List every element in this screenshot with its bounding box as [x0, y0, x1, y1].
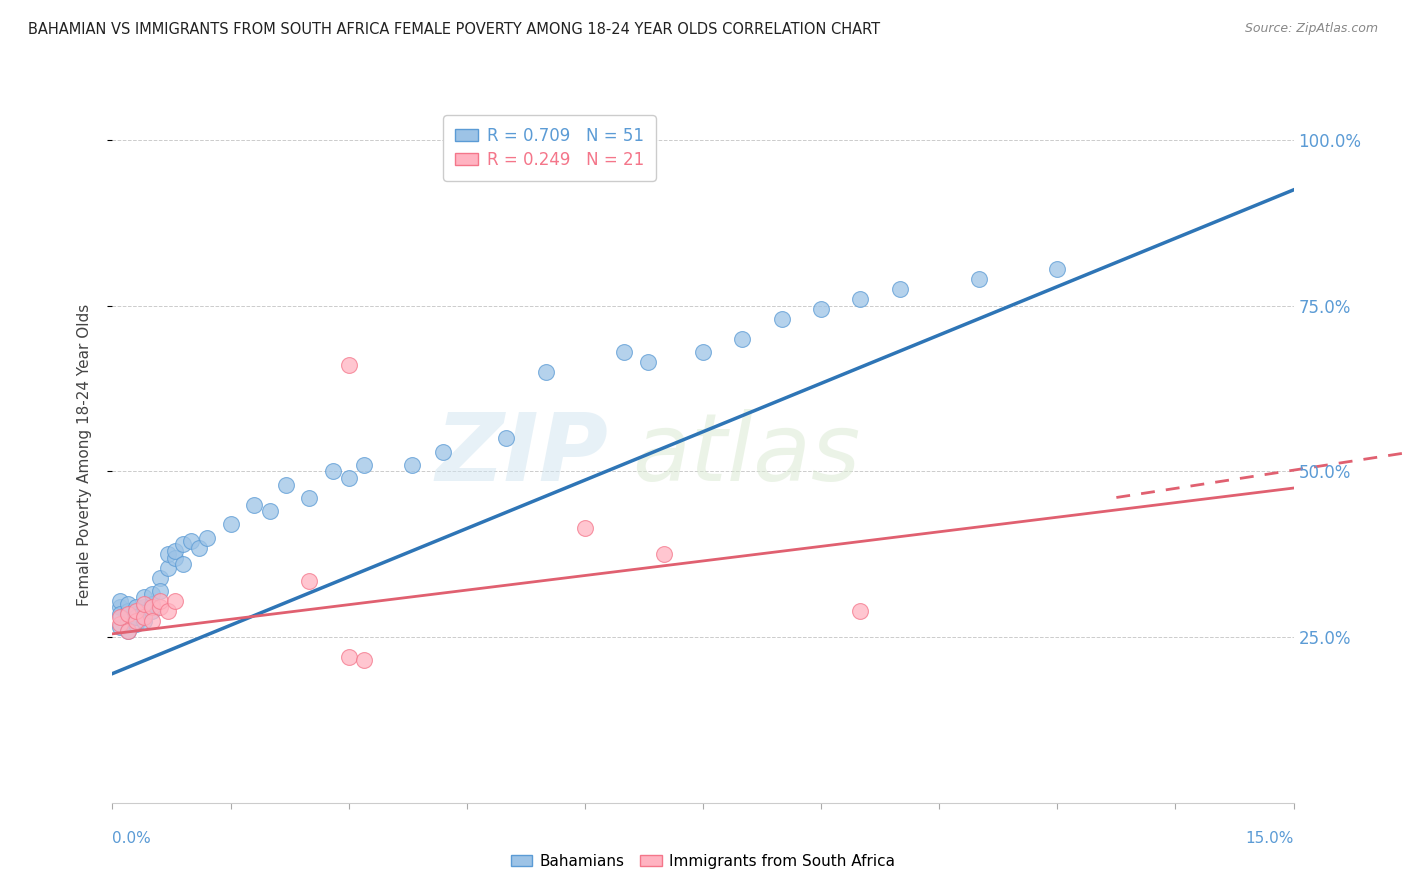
Point	[117, 614, 139, 628]
Point	[967, 272, 990, 286]
Point	[141, 587, 163, 601]
Point	[156, 604, 179, 618]
Point	[149, 593, 172, 607]
Point	[495, 431, 517, 445]
Point	[574, 521, 596, 535]
Point	[132, 591, 155, 605]
Text: ZIP: ZIP	[436, 409, 609, 501]
Point	[110, 610, 132, 624]
Point	[132, 597, 155, 611]
Point	[165, 544, 187, 558]
Point	[337, 359, 360, 373]
Point	[243, 498, 266, 512]
Point	[337, 471, 360, 485]
Point	[117, 624, 139, 638]
Point	[219, 517, 242, 532]
Point	[156, 560, 179, 574]
Point	[337, 650, 360, 665]
Point	[259, 504, 281, 518]
Point	[125, 614, 148, 628]
Point	[770, 312, 793, 326]
Point	[125, 610, 148, 624]
Point	[141, 600, 163, 615]
Point	[180, 534, 202, 549]
Point	[110, 593, 132, 607]
Point	[849, 604, 872, 618]
Point	[172, 558, 194, 572]
Point	[165, 593, 187, 607]
Point	[889, 282, 911, 296]
Point	[132, 614, 155, 628]
Point	[298, 491, 321, 505]
Point	[401, 458, 423, 472]
Point	[1046, 262, 1069, 277]
Point	[849, 292, 872, 306]
Point	[141, 597, 163, 611]
Point	[132, 610, 155, 624]
Point	[117, 607, 139, 621]
Point	[652, 547, 675, 561]
Point	[125, 616, 148, 631]
Point	[156, 547, 179, 561]
Point	[172, 537, 194, 551]
Point	[141, 614, 163, 628]
Point	[692, 345, 714, 359]
Point	[132, 600, 155, 615]
Text: 15.0%: 15.0%	[1246, 831, 1294, 846]
Text: 0.0%: 0.0%	[112, 831, 152, 846]
Point	[810, 302, 832, 317]
Point	[353, 458, 375, 472]
Point	[637, 355, 659, 369]
Point	[110, 607, 132, 621]
Point	[613, 345, 636, 359]
Point	[274, 477, 297, 491]
Point	[195, 531, 218, 545]
Point	[125, 607, 148, 621]
Point	[125, 604, 148, 618]
Point	[353, 653, 375, 667]
Point	[149, 600, 172, 615]
Point	[298, 574, 321, 588]
Point	[534, 365, 557, 379]
Point	[188, 541, 211, 555]
Point	[731, 332, 754, 346]
Text: BAHAMIAN VS IMMIGRANTS FROM SOUTH AFRICA FEMALE POVERTY AMONG 18-24 YEAR OLDS CO: BAHAMIAN VS IMMIGRANTS FROM SOUTH AFRICA…	[28, 22, 880, 37]
Point	[322, 465, 344, 479]
Legend: Bahamians, Immigrants from South Africa: Bahamians, Immigrants from South Africa	[505, 848, 901, 875]
Point	[165, 550, 187, 565]
Point	[125, 600, 148, 615]
Y-axis label: Female Poverty Among 18-24 Year Olds: Female Poverty Among 18-24 Year Olds	[77, 304, 91, 606]
Point	[432, 444, 454, 458]
Point	[117, 624, 139, 638]
Text: Source: ZipAtlas.com: Source: ZipAtlas.com	[1244, 22, 1378, 36]
Point	[110, 600, 132, 615]
Point	[117, 604, 139, 618]
Point	[149, 570, 172, 584]
Point	[110, 620, 132, 634]
Point	[110, 616, 132, 631]
Point	[149, 583, 172, 598]
Point	[117, 597, 139, 611]
Point	[141, 604, 163, 618]
Text: atlas: atlas	[633, 409, 860, 500]
